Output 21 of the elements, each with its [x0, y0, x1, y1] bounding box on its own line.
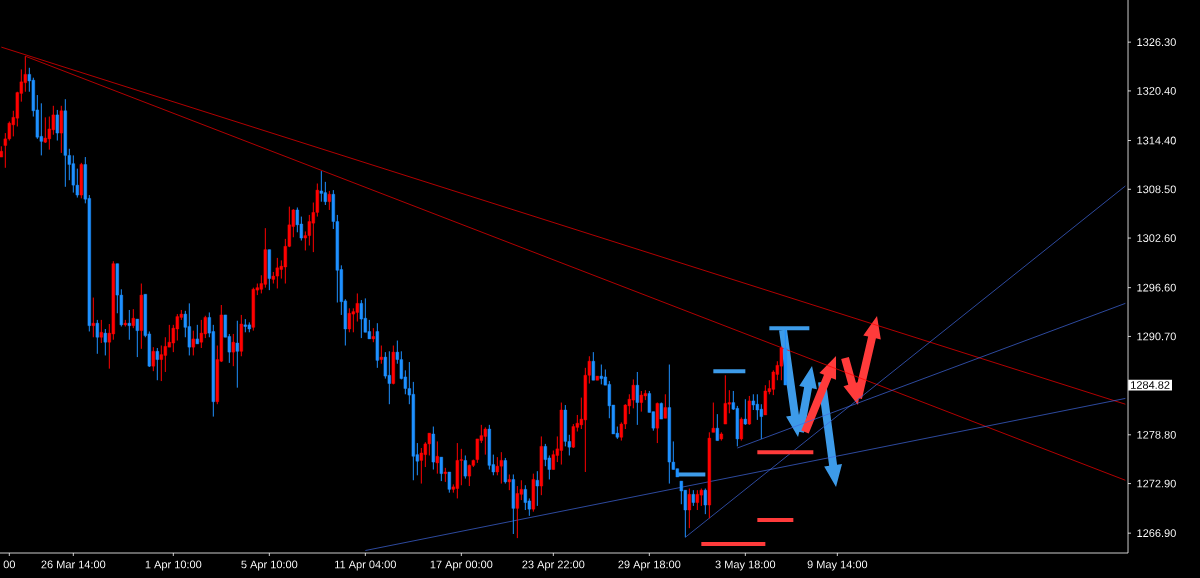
y-tick-label: 1290.70	[1137, 332, 1176, 341]
y-tick-label: 1266.90	[1137, 529, 1176, 538]
text: 1284.82	[1131, 381, 1170, 389]
x-tick-label: 17 Apr 00:00	[430, 560, 493, 571]
y-tick-label: 1278.80	[1137, 430, 1176, 439]
y-tick-label: 1326.30	[1137, 38, 1176, 47]
x-tick-label: 9 May 14:00	[807, 560, 868, 571]
y-tick-label: 1272.90	[1137, 479, 1176, 488]
y-tick-label: 1296.60	[1137, 283, 1176, 292]
y-tick-label: 1314.40	[1137, 136, 1176, 145]
y-tick-label: 1320.40	[1137, 87, 1176, 95]
x-tick-label: 29 Apr 18:00	[618, 560, 681, 571]
x-tick-label: 1 Apr 10:00	[145, 560, 202, 571]
y-tick-label: 1308.50	[1137, 185, 1176, 194]
x-tick-label: 23 Apr 22:00	[522, 560, 585, 571]
x-tick-label: 26 Mar 14:00	[41, 560, 106, 569]
x-tick-label: 3 May 18:00	[715, 560, 776, 571]
x-tick-label: 00	[3, 560, 16, 569]
y-tick-label: 1302.60	[1137, 234, 1176, 242]
x-tick-label: 5 Apr 10:00	[241, 560, 298, 571]
x-tick-label: 11 Apr 04:00	[335, 560, 396, 571]
